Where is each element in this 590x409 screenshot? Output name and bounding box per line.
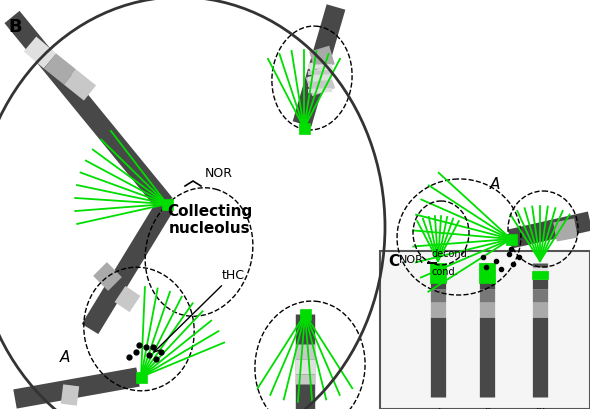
Text: decond.: decond. <box>431 248 470 258</box>
Text: A: A <box>490 177 500 192</box>
Text: NOR: NOR <box>205 166 233 180</box>
Bar <box>430 263 446 283</box>
Text: C: C <box>388 254 399 268</box>
Text: cond.: cond. <box>431 266 458 276</box>
Text: Collecting
nucleolus: Collecting nucleolus <box>168 203 253 236</box>
Text: A: A <box>60 350 70 364</box>
Text: B: B <box>8 18 22 36</box>
Text: tHC: tHC <box>154 268 244 352</box>
Bar <box>299 123 310 134</box>
Bar <box>162 199 172 210</box>
Text: ii: ii <box>483 407 490 409</box>
Text: iii: iii <box>535 407 545 409</box>
Text: i: i <box>436 407 440 409</box>
Bar <box>380 252 590 409</box>
Bar <box>532 271 548 279</box>
Bar <box>136 372 146 382</box>
Text: NOR: NOR <box>399 254 424 264</box>
Bar <box>479 263 495 283</box>
Bar <box>300 309 310 320</box>
Bar <box>506 234 516 245</box>
